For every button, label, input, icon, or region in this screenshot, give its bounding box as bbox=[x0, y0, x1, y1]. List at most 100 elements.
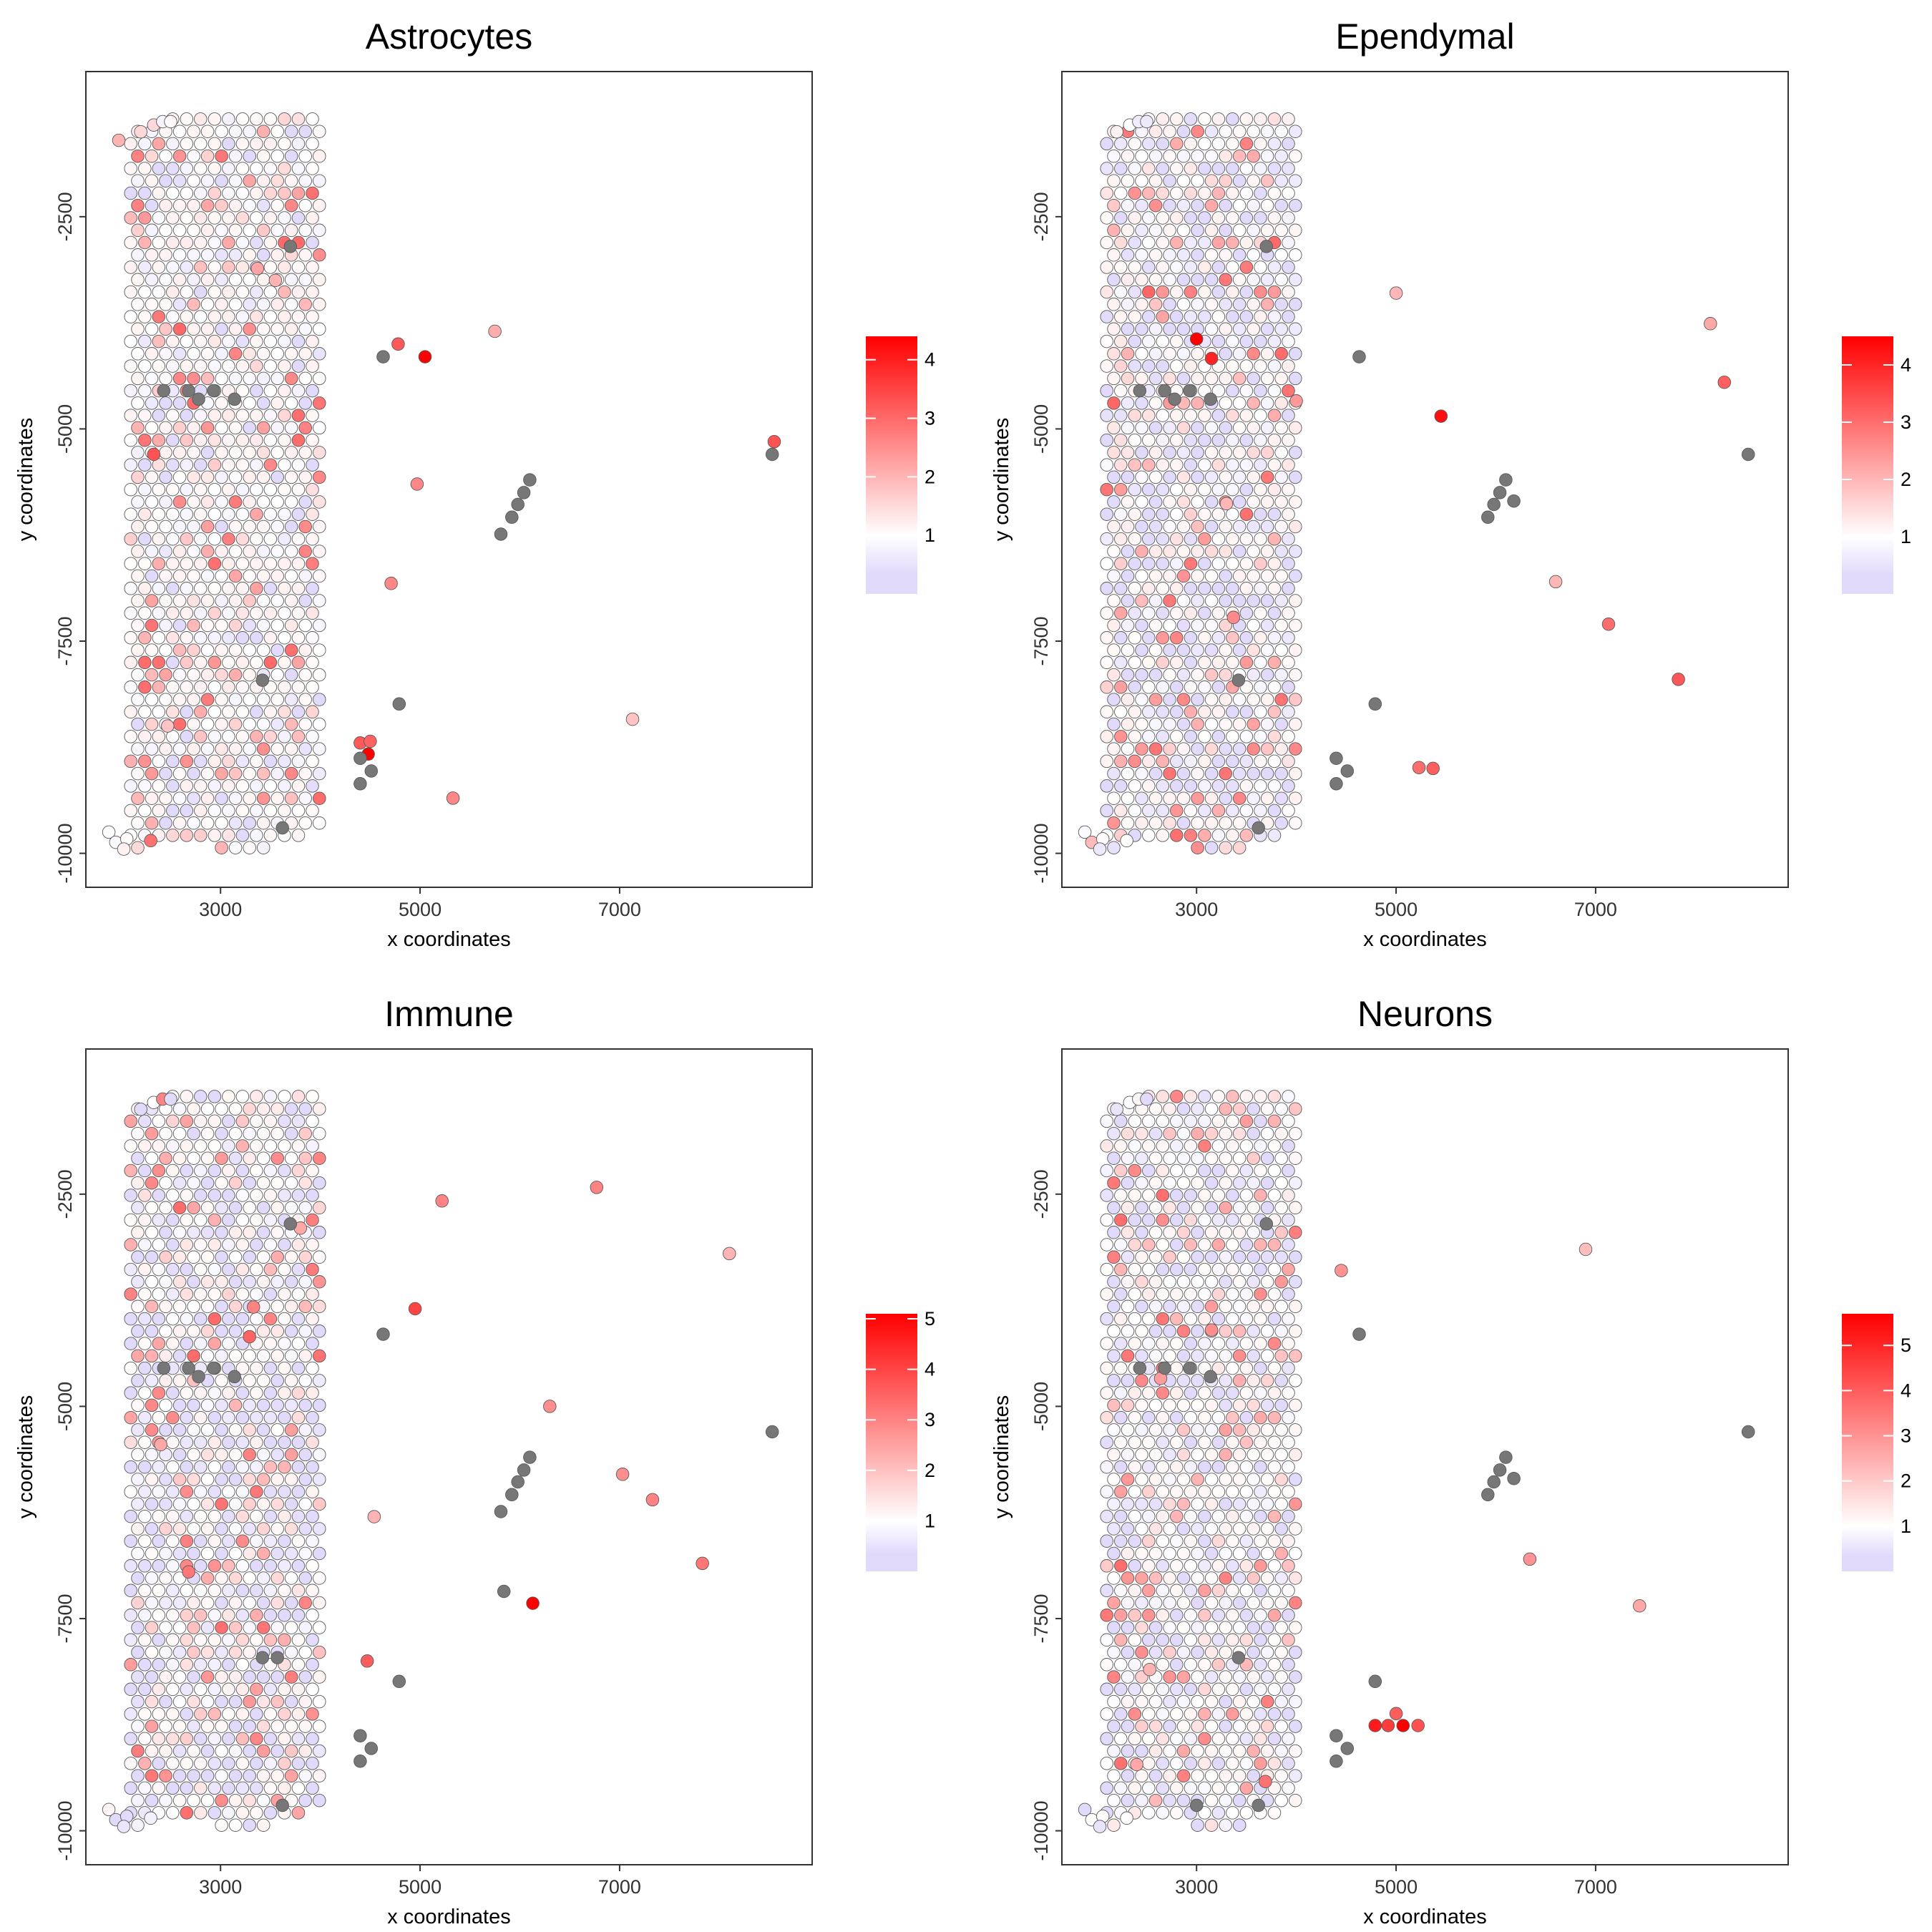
spot bbox=[138, 186, 152, 200]
spot bbox=[228, 1546, 243, 1561]
spot bbox=[222, 310, 235, 323]
spot bbox=[1254, 1189, 1267, 1202]
legend-tick-label: 4 bbox=[1901, 354, 1911, 376]
spot bbox=[291, 631, 306, 645]
spot bbox=[124, 211, 137, 225]
spot bbox=[180, 409, 194, 422]
spot bbox=[1114, 1435, 1128, 1449]
spot bbox=[1211, 1238, 1226, 1252]
spot bbox=[145, 569, 159, 583]
spot bbox=[256, 1793, 270, 1807]
missing-value-spot bbox=[1252, 821, 1265, 835]
spot bbox=[1121, 594, 1135, 608]
spot bbox=[124, 779, 137, 793]
spot bbox=[1267, 1361, 1282, 1375]
spot bbox=[1282, 705, 1295, 719]
spot bbox=[1289, 1349, 1302, 1363]
spot bbox=[1107, 273, 1121, 287]
spot bbox=[152, 409, 166, 422]
spot bbox=[263, 829, 278, 842]
spot bbox=[215, 1349, 228, 1363]
spot bbox=[1254, 1732, 1267, 1746]
spot bbox=[1204, 174, 1219, 187]
spot bbox=[1254, 285, 1267, 299]
spot bbox=[1289, 1571, 1302, 1585]
spot bbox=[1121, 816, 1135, 830]
spot bbox=[228, 125, 243, 138]
spot bbox=[1163, 1324, 1176, 1338]
spot bbox=[1114, 409, 1128, 422]
spot bbox=[222, 1163, 235, 1178]
spot bbox=[152, 1633, 166, 1647]
spot bbox=[306, 1633, 319, 1647]
spot bbox=[250, 779, 263, 793]
spot bbox=[145, 1250, 159, 1264]
spot bbox=[1219, 693, 1232, 706]
spot bbox=[1163, 519, 1176, 534]
spot bbox=[152, 1114, 166, 1128]
spot bbox=[187, 1151, 200, 1165]
spot bbox=[159, 1423, 172, 1437]
spot bbox=[228, 495, 243, 509]
spot bbox=[222, 433, 235, 447]
spot bbox=[250, 557, 263, 570]
spot bbox=[278, 1633, 291, 1647]
spot bbox=[1156, 1584, 1170, 1598]
spot bbox=[1114, 1534, 1128, 1548]
spot bbox=[1219, 519, 1232, 534]
spot bbox=[1211, 458, 1226, 472]
spot bbox=[131, 1670, 145, 1684]
spot bbox=[1260, 1546, 1274, 1561]
spot bbox=[1135, 791, 1148, 805]
spot bbox=[134, 1102, 147, 1116]
spot bbox=[1148, 396, 1163, 410]
spot bbox=[1142, 310, 1156, 323]
spot bbox=[1219, 1621, 1232, 1634]
spot bbox=[1128, 705, 1142, 719]
spot bbox=[1226, 1633, 1239, 1647]
spot bbox=[278, 507, 291, 521]
spot bbox=[1211, 705, 1226, 719]
spot bbox=[145, 1793, 159, 1807]
spot bbox=[194, 730, 208, 743]
spot bbox=[1204, 1497, 1219, 1511]
spot bbox=[1274, 1497, 1288, 1511]
spot bbox=[1128, 1559, 1142, 1573]
spot bbox=[1289, 1374, 1302, 1387]
spot bbox=[1078, 825, 1092, 839]
spot bbox=[1246, 322, 1260, 336]
spot bbox=[200, 1497, 215, 1511]
spot bbox=[222, 112, 235, 126]
spot bbox=[1282, 680, 1295, 694]
spot bbox=[1148, 322, 1163, 336]
spot bbox=[250, 211, 263, 225]
spot bbox=[215, 1423, 228, 1437]
spot bbox=[278, 1312, 291, 1326]
spot bbox=[1204, 1596, 1219, 1610]
spot bbox=[1211, 1633, 1226, 1647]
spot bbox=[235, 384, 250, 398]
y-tick-label: -10000 bbox=[1030, 824, 1052, 884]
spot bbox=[1211, 1139, 1226, 1153]
spot bbox=[1121, 1151, 1135, 1165]
spot bbox=[270, 1324, 284, 1338]
spot bbox=[235, 260, 250, 274]
missing-value-spot bbox=[157, 1361, 171, 1375]
spot bbox=[1211, 779, 1226, 793]
y-tick-label: -7500 bbox=[54, 616, 76, 665]
spot bbox=[180, 260, 194, 274]
spot bbox=[278, 1584, 291, 1598]
spot bbox=[1142, 655, 1156, 670]
spot bbox=[1191, 470, 1204, 484]
spot bbox=[145, 495, 159, 509]
spot bbox=[243, 1497, 256, 1511]
spot bbox=[124, 235, 137, 250]
spot bbox=[1114, 1781, 1128, 1795]
spot bbox=[228, 766, 243, 781]
spot bbox=[1135, 594, 1148, 608]
spot bbox=[208, 433, 222, 447]
spot bbox=[270, 174, 284, 187]
spot bbox=[187, 791, 200, 805]
spot bbox=[1274, 446, 1288, 459]
spot bbox=[138, 482, 152, 497]
